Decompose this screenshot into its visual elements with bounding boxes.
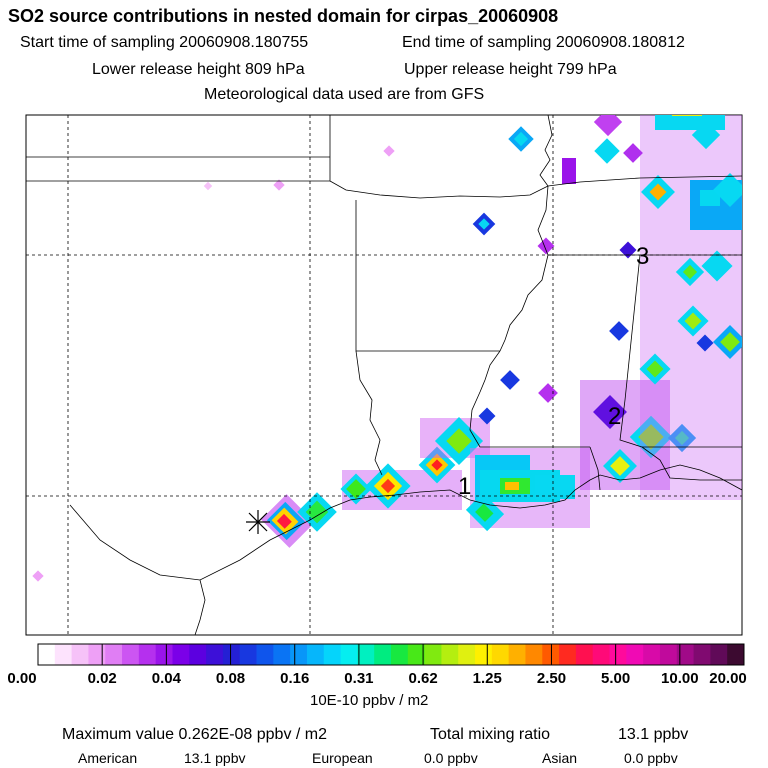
max-value: Maximum value 0.262E-08 ppbv / m2 bbox=[62, 726, 328, 743]
colorbar-tick-label: 0.04 bbox=[151, 670, 181, 687]
colorbar-swatch bbox=[559, 644, 577, 665]
colorbar-tick-label: 20.00 bbox=[709, 670, 747, 687]
american-label: American bbox=[78, 750, 138, 766]
asian-value: 0.0 ppbv bbox=[624, 750, 678, 766]
colorbar-tick-label: 2.50 bbox=[536, 670, 567, 687]
colorbar-swatch bbox=[727, 644, 745, 665]
total-mixing-label: Total mixing ratio bbox=[430, 726, 551, 743]
upper-release-height: Upper release height 799 hPa bbox=[404, 61, 617, 78]
marker-3: 3 bbox=[636, 243, 649, 270]
colorbar-swatch bbox=[491, 644, 510, 665]
colorbar bbox=[37, 643, 745, 666]
colorbar-swatch bbox=[189, 644, 207, 665]
colorbar-frame bbox=[37, 643, 745, 666]
colorbar-swatch bbox=[172, 644, 190, 665]
colorbar-swatch bbox=[138, 644, 157, 665]
map-frame bbox=[25, 114, 743, 636]
colorbar-swatch bbox=[458, 644, 476, 665]
total-mixing-value: 13.1 ppbv bbox=[618, 726, 689, 743]
colorbar-swatch bbox=[71, 644, 89, 665]
map-title: SO2 source contributions in nested domai… bbox=[8, 6, 559, 26]
colorbar-tick-label: 1.25 bbox=[472, 670, 502, 687]
lower-release-height: Lower release height 809 hPa bbox=[92, 61, 305, 78]
colorbar-swatch bbox=[290, 644, 308, 665]
colorbar-swatch bbox=[407, 644, 426, 665]
concentration-field bbox=[26, 115, 742, 635]
colorbar-swatch bbox=[122, 644, 140, 665]
colorbar-swatch bbox=[508, 644, 526, 665]
colorbar-swatch bbox=[659, 644, 678, 665]
colorbar-swatch bbox=[542, 644, 560, 665]
colorbar-swatch bbox=[643, 644, 661, 665]
colorbar-swatch bbox=[273, 644, 291, 665]
european-label: European bbox=[312, 750, 373, 766]
plume-blobs bbox=[32, 115, 742, 582]
colorbar-tick-label: 0.02 bbox=[87, 670, 117, 687]
colorbar-swatch bbox=[88, 644, 106, 665]
colorbar-tick-label: 0.00 bbox=[7, 670, 37, 687]
colorbar-swatch bbox=[306, 644, 325, 665]
asterisk-icon bbox=[246, 510, 270, 534]
met-data-note: Meteorological data used are from GFS bbox=[204, 86, 485, 103]
colorbar-tick-label: 0.16 bbox=[280, 670, 310, 687]
colorbar-swatch bbox=[105, 644, 123, 665]
colorbar-swatch bbox=[155, 644, 173, 665]
colorbar-swatch bbox=[424, 644, 442, 665]
colorbar-swatch bbox=[693, 644, 711, 665]
colorbar-swatch bbox=[357, 644, 375, 665]
colorbar-swatch bbox=[239, 644, 258, 665]
colorbar-tick-label: 0.08 bbox=[215, 670, 246, 687]
european-value: 0.0 ppbv bbox=[424, 750, 478, 766]
colorbar-swatch bbox=[256, 644, 274, 665]
end-time: End time of sampling 20060908.180812 bbox=[402, 34, 685, 51]
colorbar-swatch bbox=[441, 644, 459, 665]
colorbar-swatch bbox=[525, 644, 543, 665]
lat-lon-grid bbox=[26, 115, 742, 635]
colorbar-swatch bbox=[710, 644, 728, 665]
colorbar-tick-label: 5.00 bbox=[601, 670, 631, 687]
start-time: Start time of sampling 20060908.180755 bbox=[20, 34, 309, 51]
colorbar-swatch bbox=[609, 644, 627, 665]
colorbar-tick-label: 10.00 bbox=[661, 670, 699, 687]
colorbar-swatch bbox=[38, 644, 56, 665]
colorbar-swatch bbox=[626, 644, 644, 665]
american-value: 13.1 ppbv bbox=[184, 750, 246, 766]
colorbar-swatch bbox=[391, 644, 409, 665]
colorbar-swatch bbox=[54, 644, 73, 665]
colorbar-swatch bbox=[592, 644, 611, 665]
marker-1: 1 bbox=[458, 473, 471, 500]
colorbar-unit: 10E-10 ppbv / m2 bbox=[310, 692, 429, 709]
colorbar-swatch bbox=[222, 644, 241, 665]
marker-2: 2 bbox=[608, 403, 621, 430]
colorbar-tick-label: 0.62 bbox=[408, 670, 438, 687]
asian-label: Asian bbox=[542, 750, 578, 766]
colorbar-swatch bbox=[575, 644, 594, 665]
colorbar-swatch bbox=[340, 644, 358, 665]
colorbar-swatch bbox=[374, 644, 392, 665]
colorbar-tick-label: 0.31 bbox=[344, 670, 374, 687]
colorbar-swatch bbox=[206, 644, 224, 665]
colorbar-swatch bbox=[475, 644, 493, 665]
coastline bbox=[69, 464, 742, 635]
colorbar-swatch bbox=[676, 644, 695, 665]
colorbar-swatch bbox=[323, 644, 342, 665]
